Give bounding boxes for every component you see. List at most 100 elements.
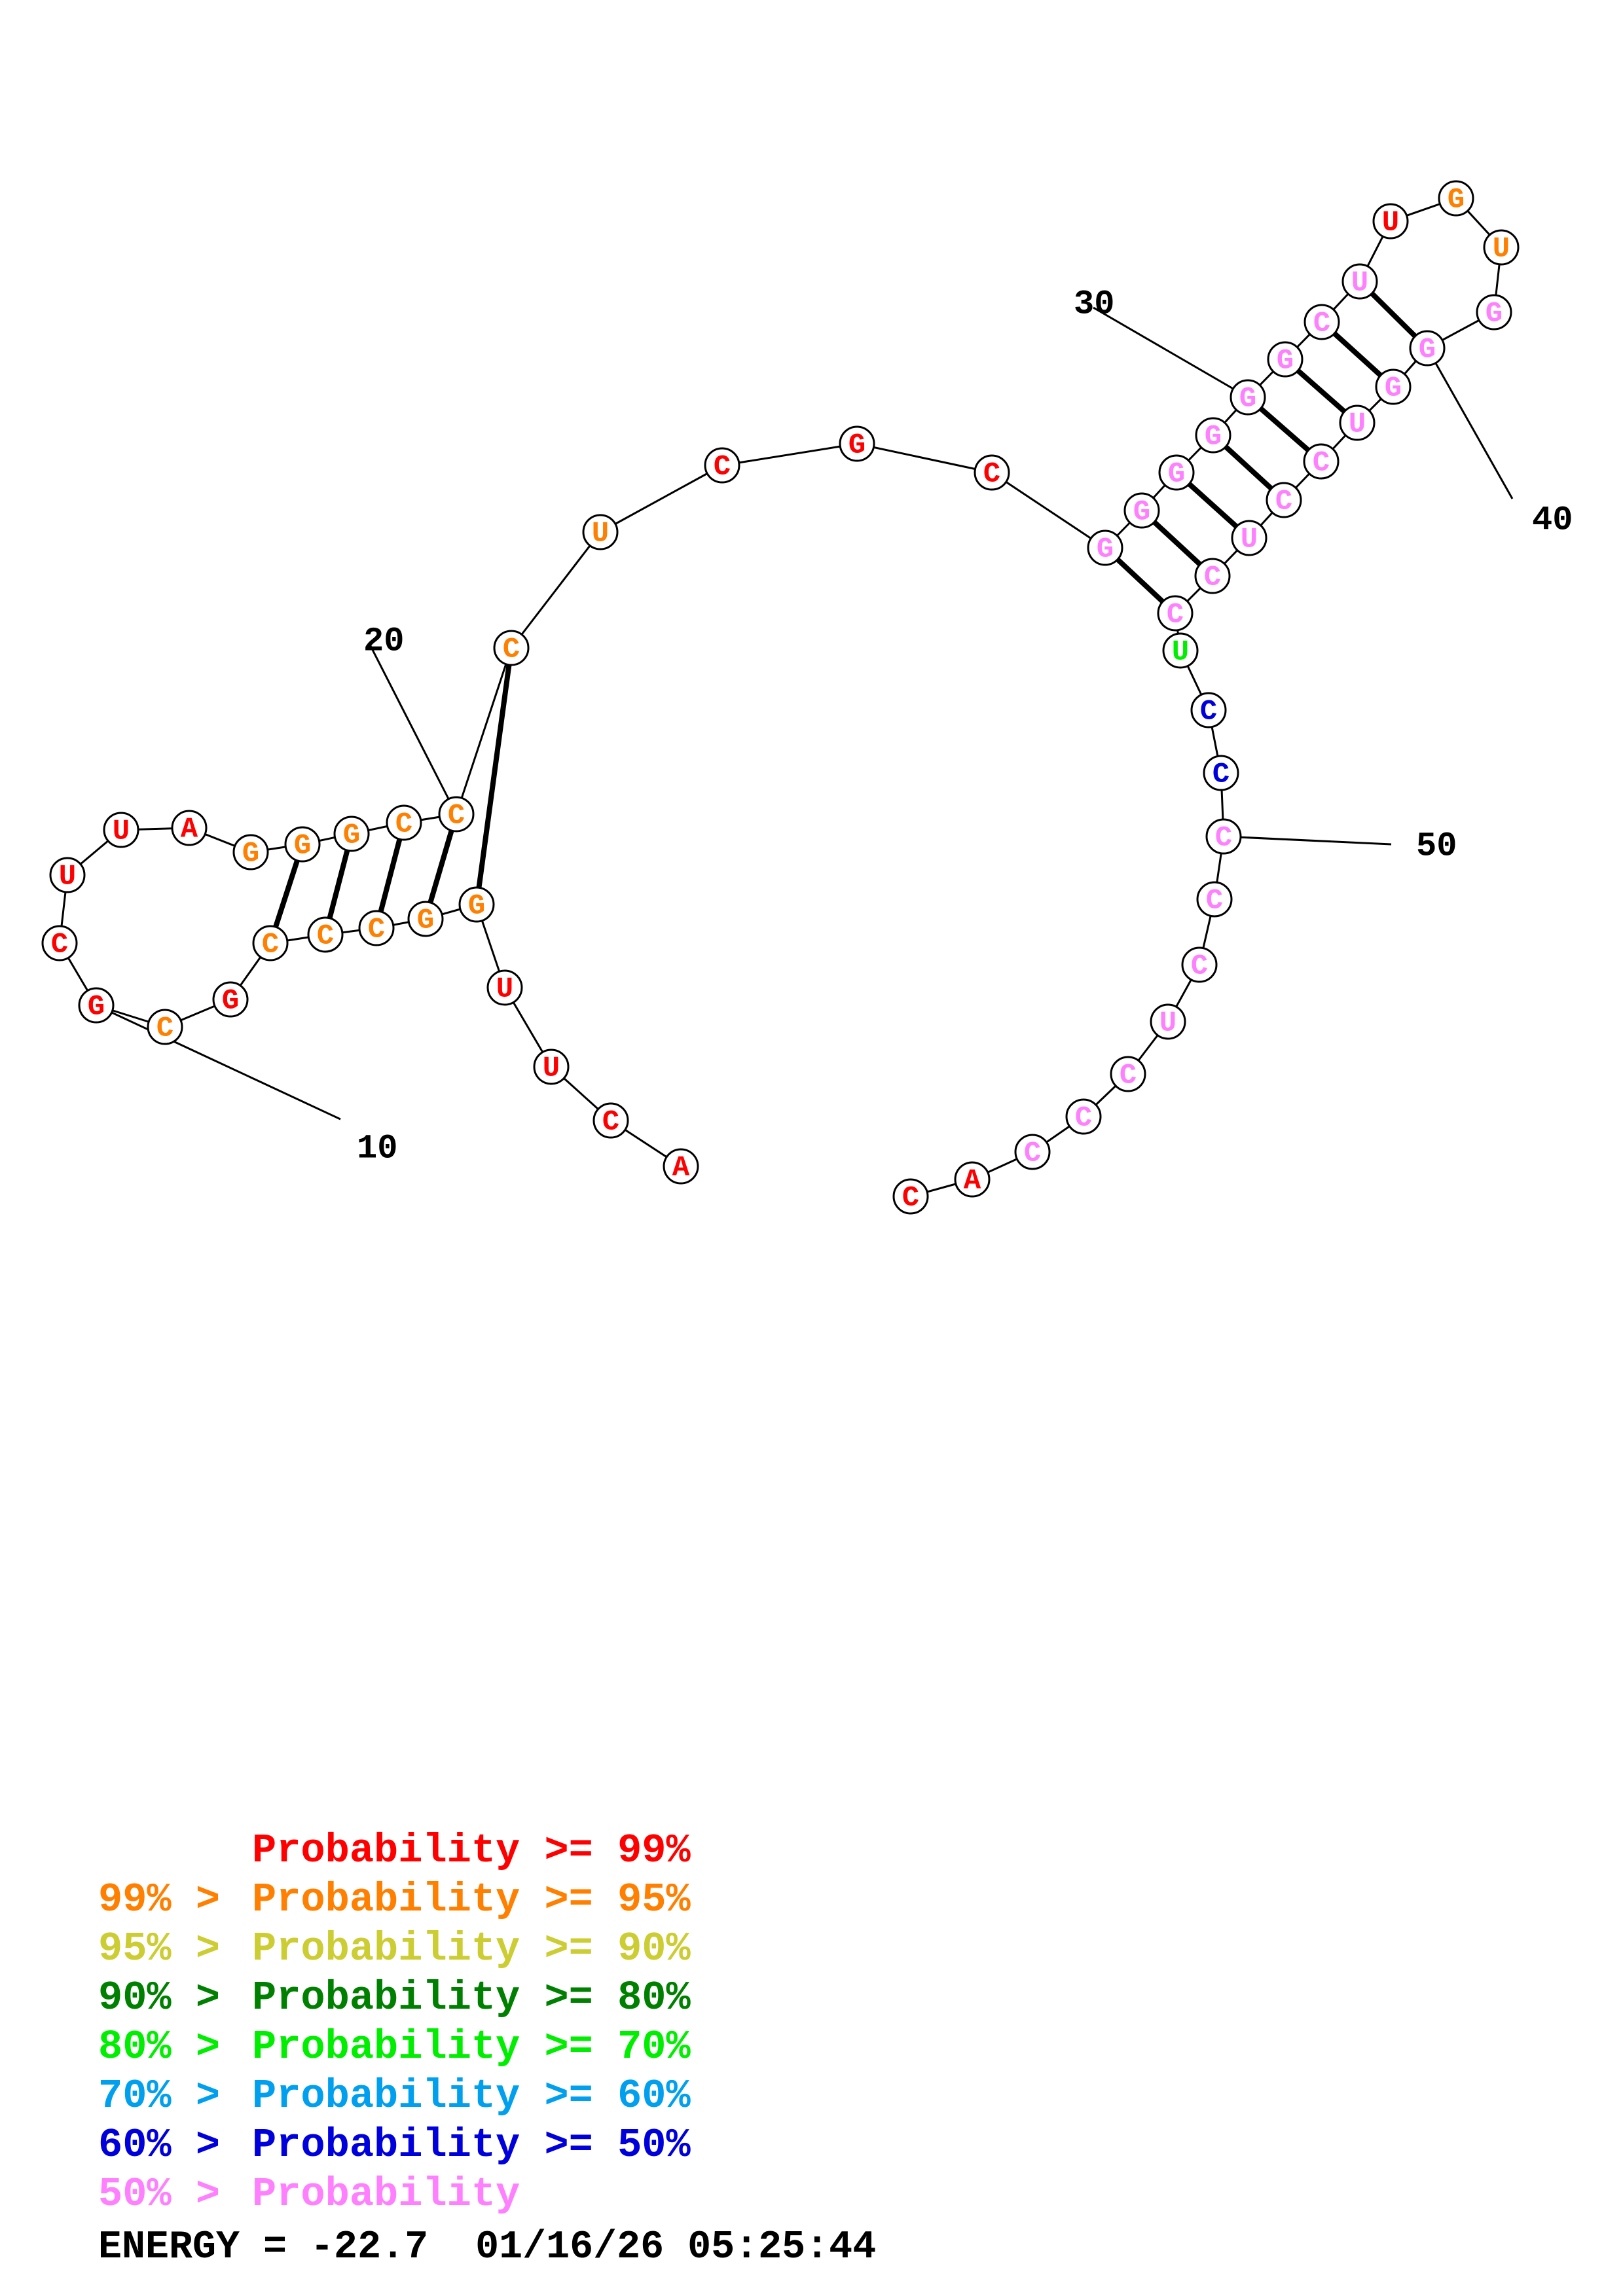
nucleotide: G: [1438, 180, 1474, 217]
legend-row: 95% > Probability >= 90%: [98, 1924, 691, 1973]
legend-threshold: 50% >: [98, 2171, 221, 2217]
nucleotide: U: [1231, 520, 1267, 556]
legend-label: Probability: [252, 2171, 520, 2217]
position-tick: [1223, 835, 1392, 846]
nucleotide-letter: C: [448, 800, 465, 833]
nucleotide-letter: G: [88, 991, 105, 1024]
nucleotide-circle: [1110, 1056, 1146, 1092]
nucleotide: C: [252, 925, 289, 961]
nucleotide-circle: [1195, 417, 1231, 454]
nucleotide-circle: [41, 925, 78, 961]
nucleotide-letter: U: [113, 816, 130, 848]
nucleotide: U: [486, 969, 523, 1006]
nucleotide-letter: G: [1168, 458, 1185, 491]
backbone-segment: [600, 464, 723, 533]
nucleotide: C: [1110, 1056, 1146, 1092]
nucleotide: G: [1267, 341, 1304, 378]
nucleotide-letter: U: [1159, 1007, 1176, 1040]
position-label-ticks: 10 20 30 40 50: [96, 285, 1573, 1168]
nucleotide-letter: U: [543, 1052, 560, 1085]
nucleotide-circle: [103, 812, 139, 848]
nucleotide: G: [1087, 529, 1123, 566]
nucleotide-circle: [1203, 755, 1239, 791]
nucleotide-circle: [1483, 229, 1520, 266]
nucleotide: C: [1065, 1098, 1102, 1135]
legend-label: Probability >= 70%: [252, 2024, 691, 2070]
nucleotide: U: [1339, 404, 1376, 441]
nucleotide: U: [1162, 632, 1199, 669]
backbone-segment: [856, 442, 993, 474]
base-pair-bond: [273, 859, 300, 928]
nucleotide-circle: [1476, 294, 1512, 331]
nucleotide: U: [103, 812, 139, 848]
nucleotide-circle: [212, 981, 249, 1018]
nucleotide-letter: G: [1205, 421, 1222, 454]
legend-threshold: 60% >: [98, 2122, 221, 2168]
position-label: 20: [363, 622, 404, 661]
nucleotide: U: [533, 1049, 570, 1085]
nucleotide: C: [1014, 1134, 1051, 1170]
legend-label: Probability >= 50%: [252, 2122, 691, 2168]
nucleotide-letter: G: [343, 819, 360, 852]
nucleotide-letter: C: [1313, 308, 1330, 340]
nucleotide-circle: [171, 810, 208, 846]
nucleotide-letter: C: [1120, 1060, 1137, 1092]
legend-row: 50% > Probability: [98, 2170, 691, 2219]
base-pair-bond: [476, 664, 512, 888]
nucleotide-letter: C: [1167, 599, 1184, 632]
nucleotide: C: [358, 910, 395, 946]
base-pair-bond: [1370, 291, 1417, 338]
nucleotide-letter: U: [1382, 207, 1399, 240]
nucleotide-circle: [1230, 379, 1266, 416]
base-pair-bond: [378, 838, 403, 912]
nucleotide-circle: [582, 514, 619, 550]
legend-row: Probability >= 99%: [98, 1826, 691, 1875]
nucleotide: G: [333, 816, 370, 852]
nucleotide-letter: G: [1277, 345, 1294, 378]
nucleotide: G: [1123, 492, 1160, 529]
nucleotide: C: [386, 804, 422, 841]
nucleotide: C: [438, 796, 475, 833]
nucleotide: G: [1476, 294, 1512, 331]
nucleotide-circle: [232, 834, 269, 870]
nucleotide-circle: [486, 969, 523, 1006]
nucleotide-letter: C: [51, 929, 68, 961]
position-tick: [1426, 348, 1514, 499]
nucleotide-circle: [358, 910, 395, 946]
nucleotide-letter: G: [1097, 533, 1114, 566]
backbone-segment: [510, 531, 602, 649]
nucleotide-circle: [1123, 492, 1160, 529]
nucleotide: C: [41, 925, 78, 961]
nucleotide: C: [493, 630, 530, 666]
nucleotide-circle: [663, 1148, 699, 1185]
legend-threshold: 70% >: [98, 2073, 221, 2119]
nucleotide: C: [307, 916, 344, 953]
nucleotide-circle: [1014, 1134, 1051, 1170]
legend-label: Probability >= 80%: [252, 1975, 691, 2021]
nucleotide: G: [407, 901, 444, 937]
nucleotide-letter: C: [1206, 885, 1223, 918]
legend-label: Probability >= 90%: [252, 1926, 691, 1972]
nucleotide-circle: [839, 425, 875, 462]
legend-label: Probability >= 95%: [252, 1876, 691, 1923]
base-pair-lines: [273, 291, 1417, 928]
nucleotide: U: [582, 514, 619, 550]
base-pair-bond: [1258, 406, 1311, 452]
nucleotide: G: [1375, 368, 1412, 405]
nucleotide-circle: [1162, 632, 1199, 669]
nucleotide-letter: U: [1172, 636, 1189, 669]
position-label: 10: [357, 1130, 397, 1168]
base-pair-bond: [1116, 557, 1165, 604]
position-tick: [1093, 306, 1249, 399]
legend-row: 80% > Probability >= 70%: [98, 2022, 691, 2072]
nucleotide-letter: A: [964, 1165, 981, 1198]
nucleotide: C: [1190, 692, 1227, 728]
nucleotide: A: [663, 1148, 699, 1185]
nucleotide-circle: [458, 886, 495, 923]
nucleotide-letter: C: [983, 458, 1000, 491]
nucleotide-letter: U: [59, 861, 76, 893]
nucleotide-letter: C: [602, 1106, 619, 1139]
nucleotide-letter: C: [1313, 447, 1330, 480]
nucleotide-letter: C: [714, 451, 731, 484]
nucleotide-letter: C: [262, 929, 279, 961]
